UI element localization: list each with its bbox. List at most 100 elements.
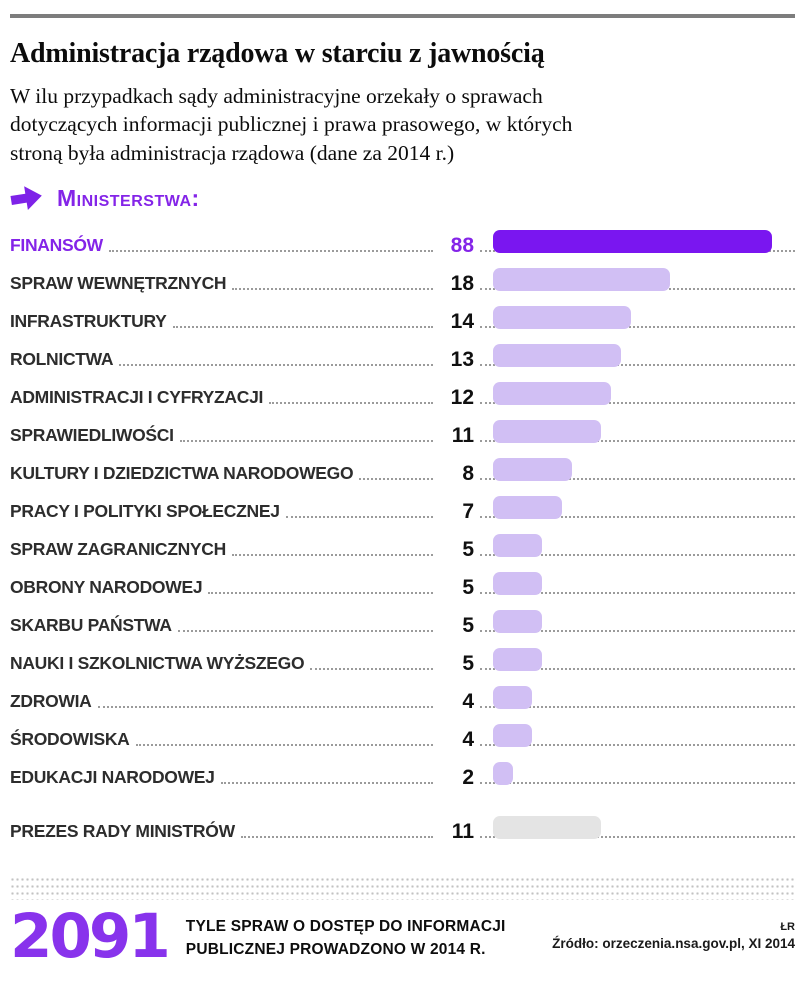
category-label: OBRONY NARODOWEJ bbox=[10, 577, 203, 598]
dotted-divider bbox=[10, 874, 795, 901]
bar bbox=[493, 268, 670, 292]
value-label: 8 bbox=[462, 462, 474, 486]
dotted-leader bbox=[179, 440, 433, 443]
category-label: SKARBU PAŃSTWA bbox=[10, 615, 172, 636]
bar-baseline-dots bbox=[480, 706, 795, 709]
bar-baseline-dots bbox=[480, 516, 795, 519]
bar bbox=[493, 610, 542, 634]
chart-row: PRACY I POLITYKI SPOŁECZNEJ 7 bbox=[10, 488, 795, 526]
bar-baseline-dots bbox=[480, 782, 795, 785]
dotted-leader bbox=[285, 516, 433, 519]
bar-zone bbox=[478, 808, 795, 846]
chart-row: SPRAW WEWNĘTRZNYCH 18 bbox=[10, 260, 795, 298]
value-label: 5 bbox=[462, 576, 474, 600]
category-label: PRACY I POLITYKI SPOŁECZNEJ bbox=[10, 501, 280, 522]
bar-baseline-dots bbox=[480, 402, 795, 405]
dotted-leader bbox=[177, 630, 433, 633]
dotted-leader bbox=[240, 836, 433, 839]
category-label: SPRAW WEWNĘTRZNYCH bbox=[10, 273, 227, 294]
bar-baseline-dots bbox=[480, 592, 795, 595]
bar-zone bbox=[478, 222, 795, 260]
bar bbox=[493, 382, 611, 406]
total-cases-caption: TYLE SPRAW O DOSTĘP DO INFORMACJI PUBLIC… bbox=[186, 916, 506, 961]
value-label: 11 bbox=[451, 820, 474, 844]
category-label: ŚRODOWISKA bbox=[10, 729, 130, 750]
bar-zone bbox=[478, 602, 795, 640]
bar bbox=[493, 816, 601, 840]
bar bbox=[493, 648, 542, 672]
bar-baseline-dots bbox=[480, 326, 795, 329]
bar-zone bbox=[478, 564, 795, 602]
chart-row: EDUKACJI NARODOWEJ 2 bbox=[10, 754, 795, 792]
bar-zone bbox=[478, 412, 795, 450]
subtitle-line-1: W ilu przypadkach sądy administracyjne o… bbox=[10, 84, 543, 108]
value-label: 5 bbox=[462, 538, 474, 562]
bar-zone bbox=[478, 336, 795, 374]
bar bbox=[493, 458, 572, 482]
chart-row: ADMINISTRACJI I CYFRYZACJI 12 bbox=[10, 374, 795, 412]
chart-row: FINANSÓW 88 bbox=[10, 222, 795, 260]
bar-baseline-dots bbox=[480, 440, 795, 443]
bar-zone bbox=[478, 716, 795, 754]
bar-baseline-dots bbox=[480, 630, 795, 633]
category-label: INFRASTRUKTURY bbox=[10, 311, 167, 332]
value-label: 4 bbox=[462, 728, 474, 752]
chart-row: ROLNICTWA 13 bbox=[10, 336, 795, 374]
dotted-leader bbox=[232, 288, 433, 291]
category-label: PREZES RADY MINISTRÓW bbox=[10, 821, 235, 842]
bar-zone bbox=[478, 374, 795, 412]
value-label: 18 bbox=[450, 272, 474, 296]
bar bbox=[493, 496, 562, 520]
bar-zone bbox=[478, 450, 795, 488]
value-label: 12 bbox=[450, 386, 474, 410]
dotted-leader bbox=[172, 326, 433, 329]
caption-line-2: PUBLICZNEJ PROWADZONO W 2014 R. bbox=[185, 940, 486, 958]
bar-zone bbox=[478, 260, 795, 298]
bar bbox=[493, 534, 542, 558]
dotted-leader bbox=[310, 668, 433, 671]
bar-zone bbox=[478, 526, 795, 564]
bar-zone bbox=[478, 640, 795, 678]
value-label: 88 bbox=[450, 234, 474, 258]
bar bbox=[493, 724, 532, 748]
top-divider bbox=[10, 14, 795, 18]
bar bbox=[493, 762, 513, 786]
subtitle-line-3: stroną była administracja rządowa (dane … bbox=[10, 140, 455, 165]
category-label: SPRAWIEDLIWOŚCI bbox=[10, 425, 174, 446]
bar-baseline-dots bbox=[480, 836, 795, 839]
chart-row: SPRAWIEDLIWOŚCI 11 bbox=[10, 412, 795, 450]
value-label: 13 bbox=[450, 348, 474, 372]
value-label: 5 bbox=[462, 614, 474, 638]
chart-row: OBRONY NARODOWEJ 5 bbox=[10, 564, 795, 602]
bar-baseline-dots bbox=[480, 668, 795, 671]
subtitle-line-2: dotyczących informacji publicznej i praw… bbox=[10, 112, 573, 137]
bar-chart: FINANSÓW 88 SPRAW WEWNĘTRZNYCH 18 INFRASTRUK… bbox=[10, 222, 795, 846]
bar bbox=[493, 572, 542, 596]
bar-zone bbox=[478, 488, 795, 526]
bar-baseline-dots bbox=[480, 744, 795, 747]
total-cases-number: 2091 bbox=[10, 901, 171, 973]
dotted-leader bbox=[108, 250, 433, 253]
dotted-leader bbox=[119, 364, 433, 367]
chart-row: INFRASTRUKTURY 14 bbox=[10, 298, 795, 336]
bar bbox=[493, 230, 772, 254]
value-label: 14 bbox=[450, 310, 474, 334]
bar-baseline-dots bbox=[480, 478, 795, 481]
author-initials: ŁR bbox=[780, 921, 795, 934]
dotted-leader bbox=[220, 782, 433, 785]
category-label: ROLNICTWA bbox=[10, 349, 114, 370]
arrow-right-icon bbox=[10, 186, 42, 211]
category-label: SPRAW ZAGRANICZNYCH bbox=[10, 539, 226, 560]
dotted-leader bbox=[231, 554, 433, 557]
chart-row: NAUKI I SZKOLNICTWA WYŻSZEGO 5 bbox=[10, 640, 795, 678]
bar bbox=[493, 306, 631, 330]
bar bbox=[493, 344, 621, 368]
bar-baseline-dots bbox=[480, 364, 795, 367]
footer: 2091 TYLE SPRAW O DOSTĘP DO INFORMACJI P… bbox=[10, 906, 795, 967]
value-label: 4 bbox=[462, 690, 474, 714]
bar bbox=[493, 686, 532, 710]
section-heading: Ministerstwa: bbox=[10, 182, 795, 214]
dotted-leader bbox=[269, 402, 433, 405]
value-label: 7 bbox=[462, 500, 474, 524]
